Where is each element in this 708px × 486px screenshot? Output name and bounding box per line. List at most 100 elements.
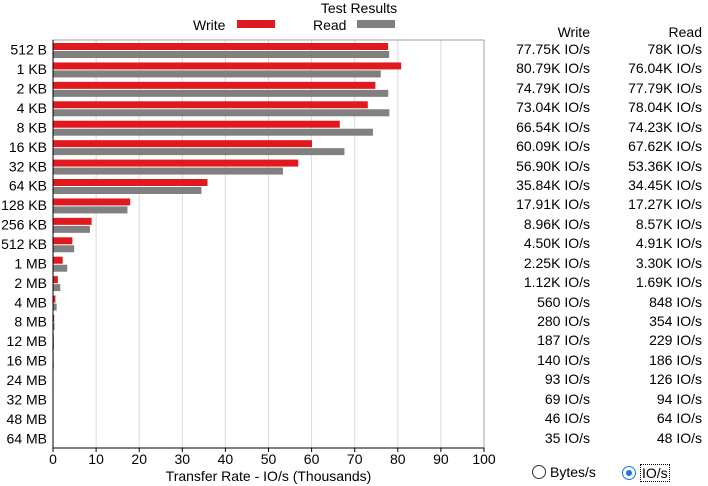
write-bar (53, 295, 56, 303)
read-value: 74.23K IO/s (628, 118, 702, 135)
x-tick-label: 40 (218, 451, 234, 467)
legend-read-label: Read (313, 17, 347, 33)
write-bar (53, 237, 73, 245)
write-bar (53, 81, 376, 89)
read-bar (53, 109, 390, 117)
write-value: 93 IO/s (544, 371, 590, 388)
write-value: 17.91K IO/s (516, 196, 590, 213)
read-value: 848 IO/s (649, 293, 702, 310)
read-value: 78.04K IO/s (628, 99, 702, 116)
write-bar (53, 120, 340, 128)
y-tick-label: 8 MB (14, 314, 47, 330)
y-tick-label: 24 MB (7, 372, 47, 388)
write-value: 4.50K IO/s (523, 235, 590, 252)
legend-read-swatch (357, 20, 395, 28)
chart-title: Test Results (320, 0, 398, 16)
write-bar (53, 43, 389, 50)
x-tick-label: 100 (472, 451, 496, 467)
x-tick-label: 90 (433, 451, 449, 467)
write-value: 35.84K IO/s (516, 177, 590, 193)
y-tick-label: 12 MB (7, 333, 47, 349)
x-tick-label: 30 (175, 451, 191, 467)
read-value: 34.45K IO/s (628, 177, 702, 193)
write-value: 1.12K IO/s (523, 274, 590, 291)
write-value: 77.75K IO/s (516, 41, 590, 57)
write-bar (53, 140, 312, 148)
x-tick-label: 70 (347, 451, 363, 467)
read-value: 94 IO/s (656, 390, 702, 407)
y-tick-label: 2 MB (14, 275, 47, 291)
x-tick-label: 20 (131, 451, 147, 467)
read-bar (53, 148, 345, 156)
y-tick-label: 16 KB (9, 139, 47, 155)
read-value: 76.04K IO/s (628, 60, 702, 77)
read-value: 48 IO/s (656, 429, 702, 446)
read-bar (53, 303, 57, 311)
y-tick-label: 128 KB (1, 197, 47, 213)
read-bar (53, 245, 75, 253)
read-value: 17.27K IO/s (628, 196, 702, 213)
y-tick-label: 2 KB (17, 81, 47, 97)
read-bar (53, 128, 373, 136)
y-tick-label: 512 B (10, 42, 47, 58)
write-bar (53, 62, 402, 70)
x-tick-label: 80 (390, 451, 406, 467)
write-value: 74.79K IO/s (516, 79, 590, 96)
read-value: 67.62K IO/s (628, 138, 702, 155)
write-value: 8.96K IO/s (523, 215, 590, 232)
write-bar (53, 276, 58, 284)
read-bar (53, 167, 283, 175)
y-tick-label: 64 MB (7, 430, 47, 446)
read-bar (53, 284, 61, 292)
read-value: 4.91K IO/s (635, 235, 702, 252)
ios-radio-label: IO/s (640, 464, 670, 482)
read-value: 126 IO/s (649, 371, 702, 388)
read-value: 8.57K IO/s (635, 215, 702, 232)
y-tick-label: 16 MB (7, 353, 47, 369)
ios-per-second-option[interactable]: IO/s (622, 464, 670, 482)
read-value: 53.36K IO/s (628, 157, 702, 174)
read-value: 229 IO/s (649, 332, 702, 349)
read-bar (53, 51, 390, 58)
write-value: 66.54K IO/s (516, 118, 590, 135)
write-value: 187 IO/s (537, 332, 590, 349)
y-tick-label: 48 MB (7, 411, 47, 427)
write-value: 56.90K IO/s (516, 157, 590, 174)
read-bar (53, 323, 55, 330)
read-bar (53, 187, 202, 194)
read-bar (53, 225, 90, 233)
write-value: 140 IO/s (537, 351, 590, 368)
write-value: 73.04K IO/s (516, 99, 590, 116)
read-column-header: Read (668, 24, 702, 40)
x-tick-label: 0 (49, 451, 57, 467)
write-bar (53, 159, 299, 167)
write-value: 280 IO/s (537, 313, 590, 329)
y-tick-label: 4 MB (14, 294, 47, 310)
y-tick-label: 8 KB (17, 119, 47, 135)
write-value: 60.09K IO/s (516, 138, 590, 155)
write-value: 2.25K IO/s (523, 254, 590, 271)
legend-write-swatch (237, 20, 275, 28)
write-bar (53, 315, 55, 322)
read-value: 78K IO/s (647, 41, 702, 57)
legend-write-label: Write (193, 17, 226, 33)
write-value: 35 IO/s (544, 429, 590, 446)
write-bar (53, 179, 208, 186)
x-tick-label: 60 (304, 451, 320, 467)
read-value: 64 IO/s (656, 410, 702, 427)
write-bar (53, 256, 63, 264)
bytes-per-second-option[interactable]: Bytes/s (532, 464, 596, 480)
bytes-radio-label: Bytes/s (550, 464, 596, 480)
ios-radio-button[interactable] (622, 466, 636, 480)
y-tick-label: 32 MB (7, 391, 47, 407)
y-tick-label: 32 KB (9, 158, 47, 174)
write-column-header: Write (557, 24, 590, 40)
x-tick-label: 50 (261, 451, 277, 467)
read-value: 77.79K IO/s (628, 79, 702, 96)
write-value: 560 IO/s (537, 293, 590, 310)
read-value: 1.69K IO/s (635, 274, 702, 291)
write-bar (53, 101, 368, 109)
bytes-radio-button[interactable] (532, 465, 546, 479)
read-bar (53, 89, 389, 97)
